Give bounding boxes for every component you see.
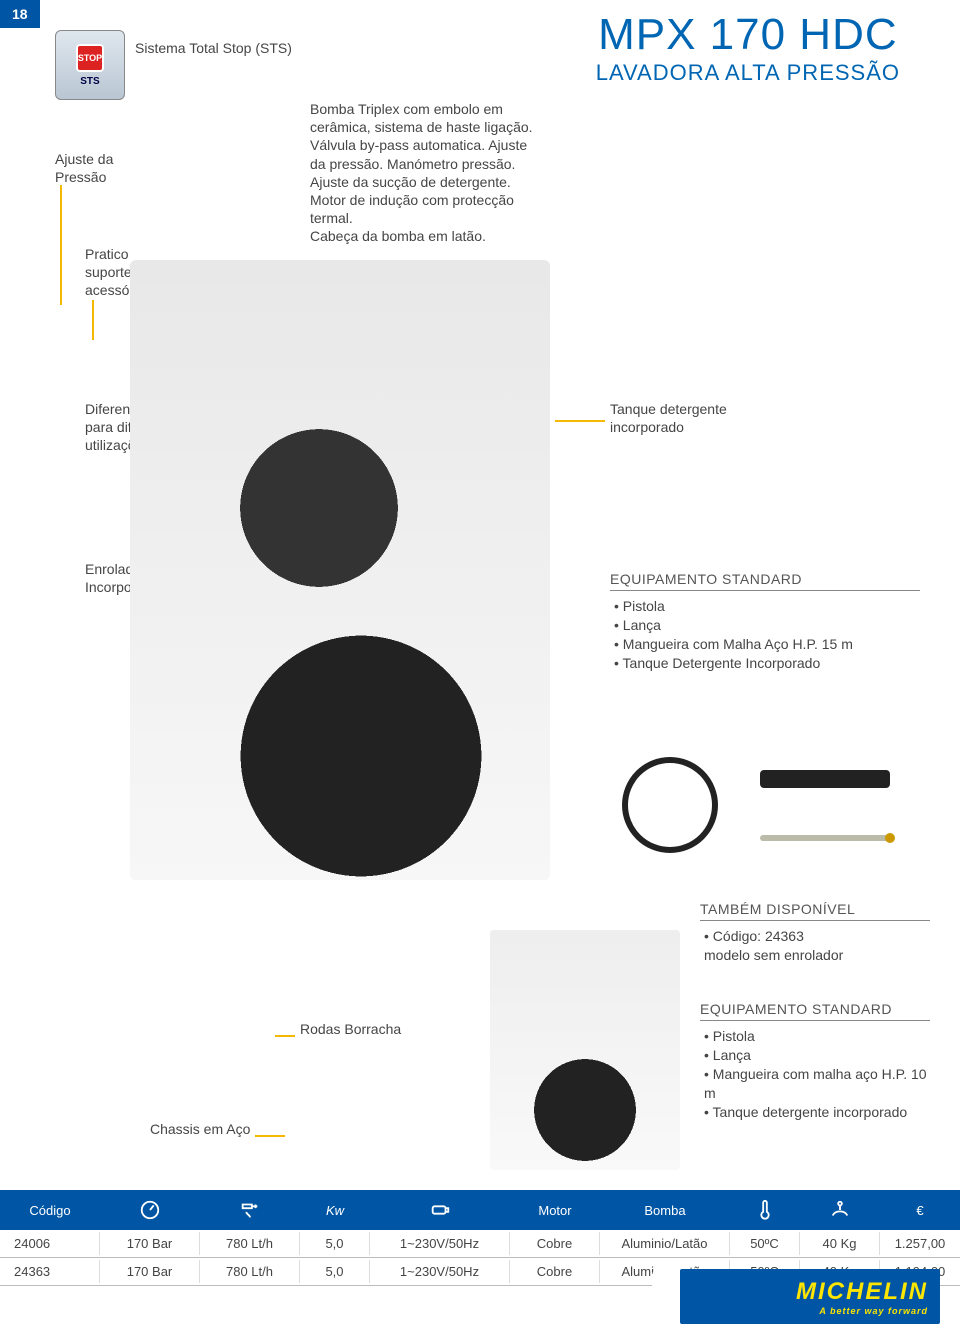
list-item: Código: 24363 modelo sem enrolador [704, 927, 930, 965]
also-available: TAMBÉM DISPONÍVEL Código: 24363 modelo s… [700, 900, 930, 965]
col-motor: Motor [510, 1199, 600, 1222]
power-icon [370, 1195, 510, 1225]
also-list: Código: 24363 modelo sem enrolador [700, 927, 930, 965]
product-alt-image [490, 930, 680, 1170]
product-title: MPX 170 HDC [596, 10, 900, 60]
cell: 5,0 [300, 1260, 370, 1283]
list-item: Tanque Detergente Incorporado [614, 654, 920, 673]
cell: 24363 [0, 1260, 100, 1283]
cell: 50ºC [730, 1232, 800, 1255]
callout-tanque: Tanque detergente incorporado [610, 400, 727, 436]
accessory-image [610, 740, 910, 870]
list-item: Pistola [614, 597, 920, 616]
weight-icon [800, 1195, 880, 1225]
cell: Cobre [510, 1232, 600, 1255]
cell: 1~230V/50Hz [370, 1260, 510, 1283]
cell: 780 Lt/h [200, 1260, 300, 1283]
cell: Cobre [510, 1260, 600, 1283]
brand-logo: MICHELIN A better way forward [680, 1269, 940, 1324]
specs-header: Código Kw Motor Bomba € [0, 1190, 960, 1230]
list-item: Lança [704, 1046, 930, 1065]
product-main-image [130, 260, 550, 880]
sts-caption: Sistema Total Stop (STS) [135, 40, 292, 56]
cell: 1.257,00 [880, 1232, 960, 1255]
col-kw: Kw [300, 1199, 370, 1222]
cell: 780 Lt/h [200, 1232, 300, 1255]
equip-standard-1: EQUIPAMENTO STANDARD Pistola Lança Mangu… [610, 570, 920, 673]
brand-name: MICHELIN [796, 1278, 928, 1306]
col-euro: € [880, 1199, 960, 1222]
list-item: Tanque detergente incorporado [704, 1103, 930, 1122]
pressure-icon [100, 1195, 200, 1225]
callout-chassis: Chassis em Aço [150, 1120, 250, 1138]
equip2-list: Pistola Lança Mangueira com malha aço H.… [700, 1027, 930, 1121]
stop-icon: STOP [76, 44, 104, 72]
callout-rodas: Rodas Borracha [300, 1020, 401, 1038]
equip1-heading: EQUIPAMENTO STANDARD [610, 570, 920, 591]
page-number: 18 [0, 0, 40, 28]
list-item: Pistola [704, 1027, 930, 1046]
col-codigo: Código [0, 1199, 100, 1222]
col-bomba: Bomba [600, 1199, 730, 1222]
sts-badge: STOP STS [55, 30, 125, 100]
callout-bomba-desc: Bomba Triplex com embolo em cerâmica, si… [310, 100, 540, 246]
brand-tagline: A better way forward [819, 1306, 928, 1316]
equip2-heading: EQUIPAMENTO STANDARD [700, 1000, 930, 1021]
temp-icon [730, 1195, 800, 1225]
also-heading: TAMBÉM DISPONÍVEL [700, 900, 930, 921]
flow-icon [200, 1195, 300, 1225]
product-subtitle: LAVADORA ALTA PRESSÃO [596, 60, 900, 86]
list-item: Mangueira com malha aço H.P. 10 m [704, 1065, 930, 1103]
cell: 24006 [0, 1232, 100, 1255]
cell: Aluminio/Latão [600, 1232, 730, 1255]
list-item: Mangueira com Malha Aço H.P. 15 m [614, 635, 920, 654]
cell: 170 Bar [100, 1260, 200, 1283]
title-block: MPX 170 HDC LAVADORA ALTA PRESSÃO [596, 10, 900, 86]
cell: 1~230V/50Hz [370, 1232, 510, 1255]
table-row: 24006 170 Bar 780 Lt/h 5,0 1~230V/50Hz C… [0, 1230, 960, 1258]
equip-standard-2: EQUIPAMENTO STANDARD Pistola Lança Mangu… [700, 1000, 930, 1122]
sts-text: STS [80, 76, 99, 87]
cell: 5,0 [300, 1232, 370, 1255]
list-item: Lança [614, 616, 920, 635]
callout-ajuste-pressao: Ajuste da Pressão [55, 150, 113, 186]
equip1-list: Pistola Lança Mangueira com Malha Aço H.… [610, 597, 920, 673]
cell: 40 Kg [800, 1232, 880, 1255]
cell: 170 Bar [100, 1232, 200, 1255]
